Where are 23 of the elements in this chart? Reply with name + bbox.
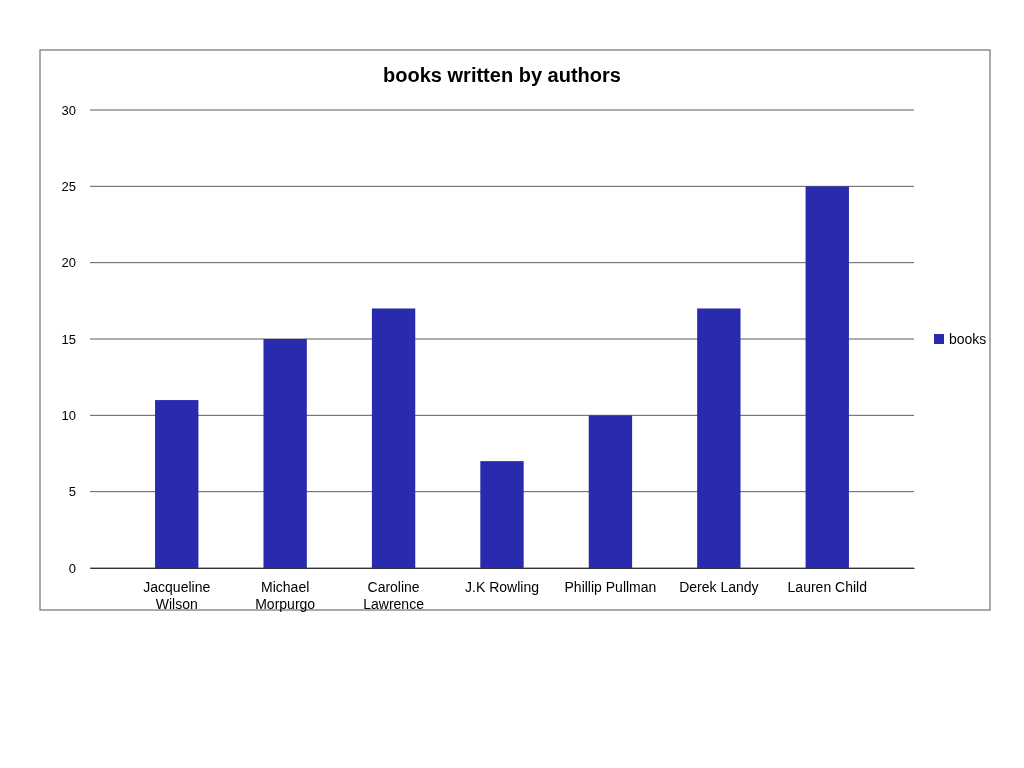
bar <box>697 308 741 568</box>
y-tick-label: 5 <box>68 484 76 500</box>
x-tick-label: J.K Rowling <box>465 578 539 595</box>
x-tick-label: Michael Morpurgo <box>255 578 316 612</box>
y-tick-label: 15 <box>61 331 76 347</box>
y-tick-label: 0 <box>68 560 76 576</box>
y-tick-label: 30 <box>61 102 76 118</box>
y-tick-label: 20 <box>61 255 76 271</box>
x-tick-label: Caroline Lawrence <box>363 578 425 612</box>
x-tick-label: Phillip Pullman <box>564 578 657 595</box>
bar <box>155 400 199 568</box>
y-tick-label: 25 <box>61 178 76 194</box>
bar <box>371 308 416 568</box>
bar <box>480 461 524 568</box>
chart-title: books written by authors <box>383 64 621 86</box>
y-tick-label: 10 <box>61 407 76 423</box>
bar <box>588 415 633 568</box>
x-tick-label: Derek Landy <box>679 578 759 595</box>
x-tick-label: Jacqueline Wilson <box>143 578 211 612</box>
legend-label: books <box>949 331 987 347</box>
bar <box>805 186 849 568</box>
bar <box>263 339 307 568</box>
x-tick-label: Lauren Child <box>787 578 867 595</box>
